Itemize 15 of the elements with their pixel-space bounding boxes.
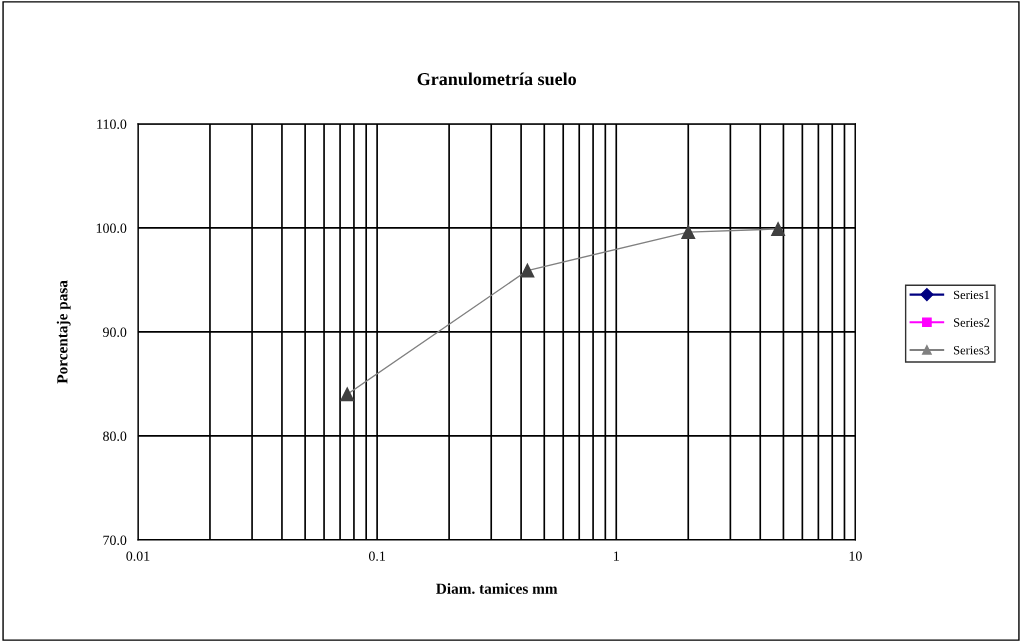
chart-title: Granulometría suelo (417, 72, 576, 86)
x-tick-label: 0.01 (126, 551, 150, 561)
y-tick-label: 80.0 (103, 431, 127, 441)
y-tick-label: 70.0 (103, 535, 127, 545)
x-tick-label: 10 (849, 551, 862, 561)
legend-label: Series1 (953, 290, 990, 300)
x-tick-label: 1 (614, 551, 619, 561)
legend-label: Series3 (953, 346, 990, 355)
legend-label: Series2 (953, 318, 990, 327)
y-tick-label: 90.0 (103, 327, 127, 337)
y-tick-label: 110.0 (97, 119, 127, 129)
x-tick-label: 0.1 (368, 551, 385, 561)
y-tick-label: 100.0 (96, 223, 127, 233)
y-axis-title: Porcentaje pasa (56, 280, 71, 384)
x-axis-title: Diam. tamices mm (436, 583, 558, 594)
